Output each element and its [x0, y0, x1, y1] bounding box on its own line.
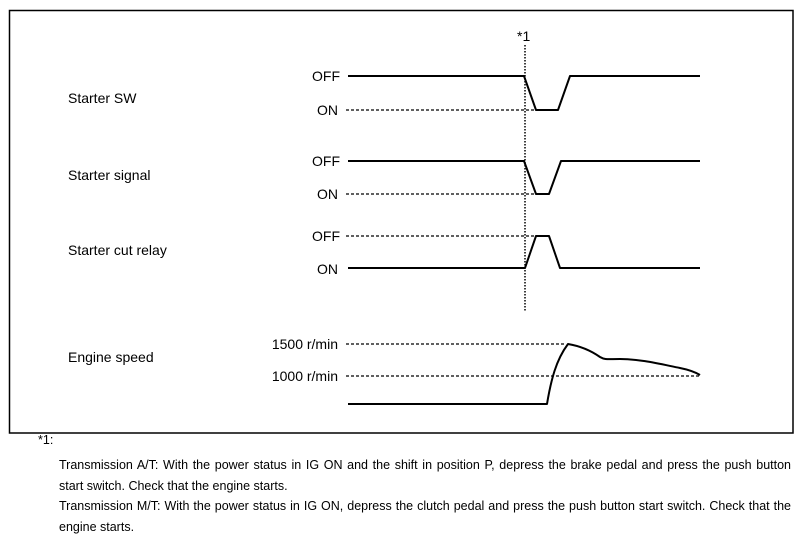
level-label-on: ON — [317, 186, 338, 202]
level-label-off: OFF — [312, 68, 340, 84]
level-label-1000: 1000 r/min — [272, 368, 338, 384]
level-label-1500: 1500 r/min — [272, 336, 338, 352]
footnote-mark: *1: — [38, 433, 54, 447]
starter-cut-relay-waveform — [348, 235, 700, 269]
level-label-on: ON — [317, 261, 338, 277]
starter-signal-waveform — [348, 160, 700, 195]
footnote-at: Transmission A/T: With the power status … — [59, 458, 791, 493]
level-label-off: OFF — [312, 153, 340, 169]
diagram-frame — [8, 9, 794, 434]
level-label-on: ON — [317, 102, 338, 118]
signal-name-starter-sw: Starter SW — [68, 90, 137, 106]
signal-name-starter-cut-relay: Starter cut relay — [68, 242, 167, 258]
signal-name-starter-signal: Starter signal — [68, 167, 150, 183]
marker-label: *1 — [517, 28, 530, 44]
engine-speed-waveform — [348, 343, 701, 405]
signal-name-engine-speed: Engine speed — [68, 349, 154, 365]
starter-sw-waveform — [348, 75, 700, 111]
level-label-off: OFF — [312, 228, 340, 244]
footnote-body: Transmission A/T: With the power status … — [59, 455, 791, 537]
footnote-mt: Transmission M/T: With the power status … — [59, 499, 791, 534]
